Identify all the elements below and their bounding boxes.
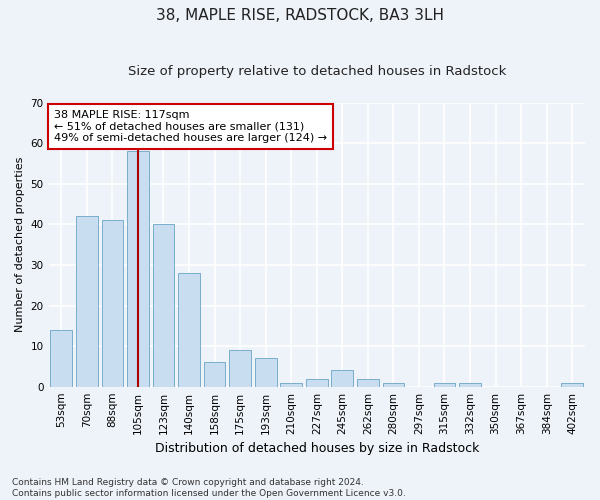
Bar <box>101 220 123 386</box>
Text: Contains HM Land Registry data © Crown copyright and database right 2024.
Contai: Contains HM Land Registry data © Crown c… <box>12 478 406 498</box>
Bar <box>178 273 200 386</box>
Bar <box>383 382 404 386</box>
Text: 38 MAPLE RISE: 117sqm
← 51% of detached houses are smaller (131)
49% of semi-det: 38 MAPLE RISE: 117sqm ← 51% of detached … <box>54 110 327 143</box>
Bar <box>152 224 175 386</box>
X-axis label: Distribution of detached houses by size in Radstock: Distribution of detached houses by size … <box>155 442 479 455</box>
Y-axis label: Number of detached properties: Number of detached properties <box>15 157 25 332</box>
Bar <box>331 370 353 386</box>
Bar <box>280 382 302 386</box>
Bar <box>127 152 149 386</box>
Bar <box>357 378 379 386</box>
Title: Size of property relative to detached houses in Radstock: Size of property relative to detached ho… <box>128 65 506 78</box>
Bar <box>459 382 481 386</box>
Bar <box>562 382 583 386</box>
Bar <box>229 350 251 387</box>
Bar <box>76 216 98 386</box>
Bar <box>204 362 226 386</box>
Bar <box>255 358 277 386</box>
Bar <box>306 378 328 386</box>
Bar <box>434 382 455 386</box>
Text: 38, MAPLE RISE, RADSTOCK, BA3 3LH: 38, MAPLE RISE, RADSTOCK, BA3 3LH <box>156 8 444 22</box>
Bar <box>50 330 72 386</box>
